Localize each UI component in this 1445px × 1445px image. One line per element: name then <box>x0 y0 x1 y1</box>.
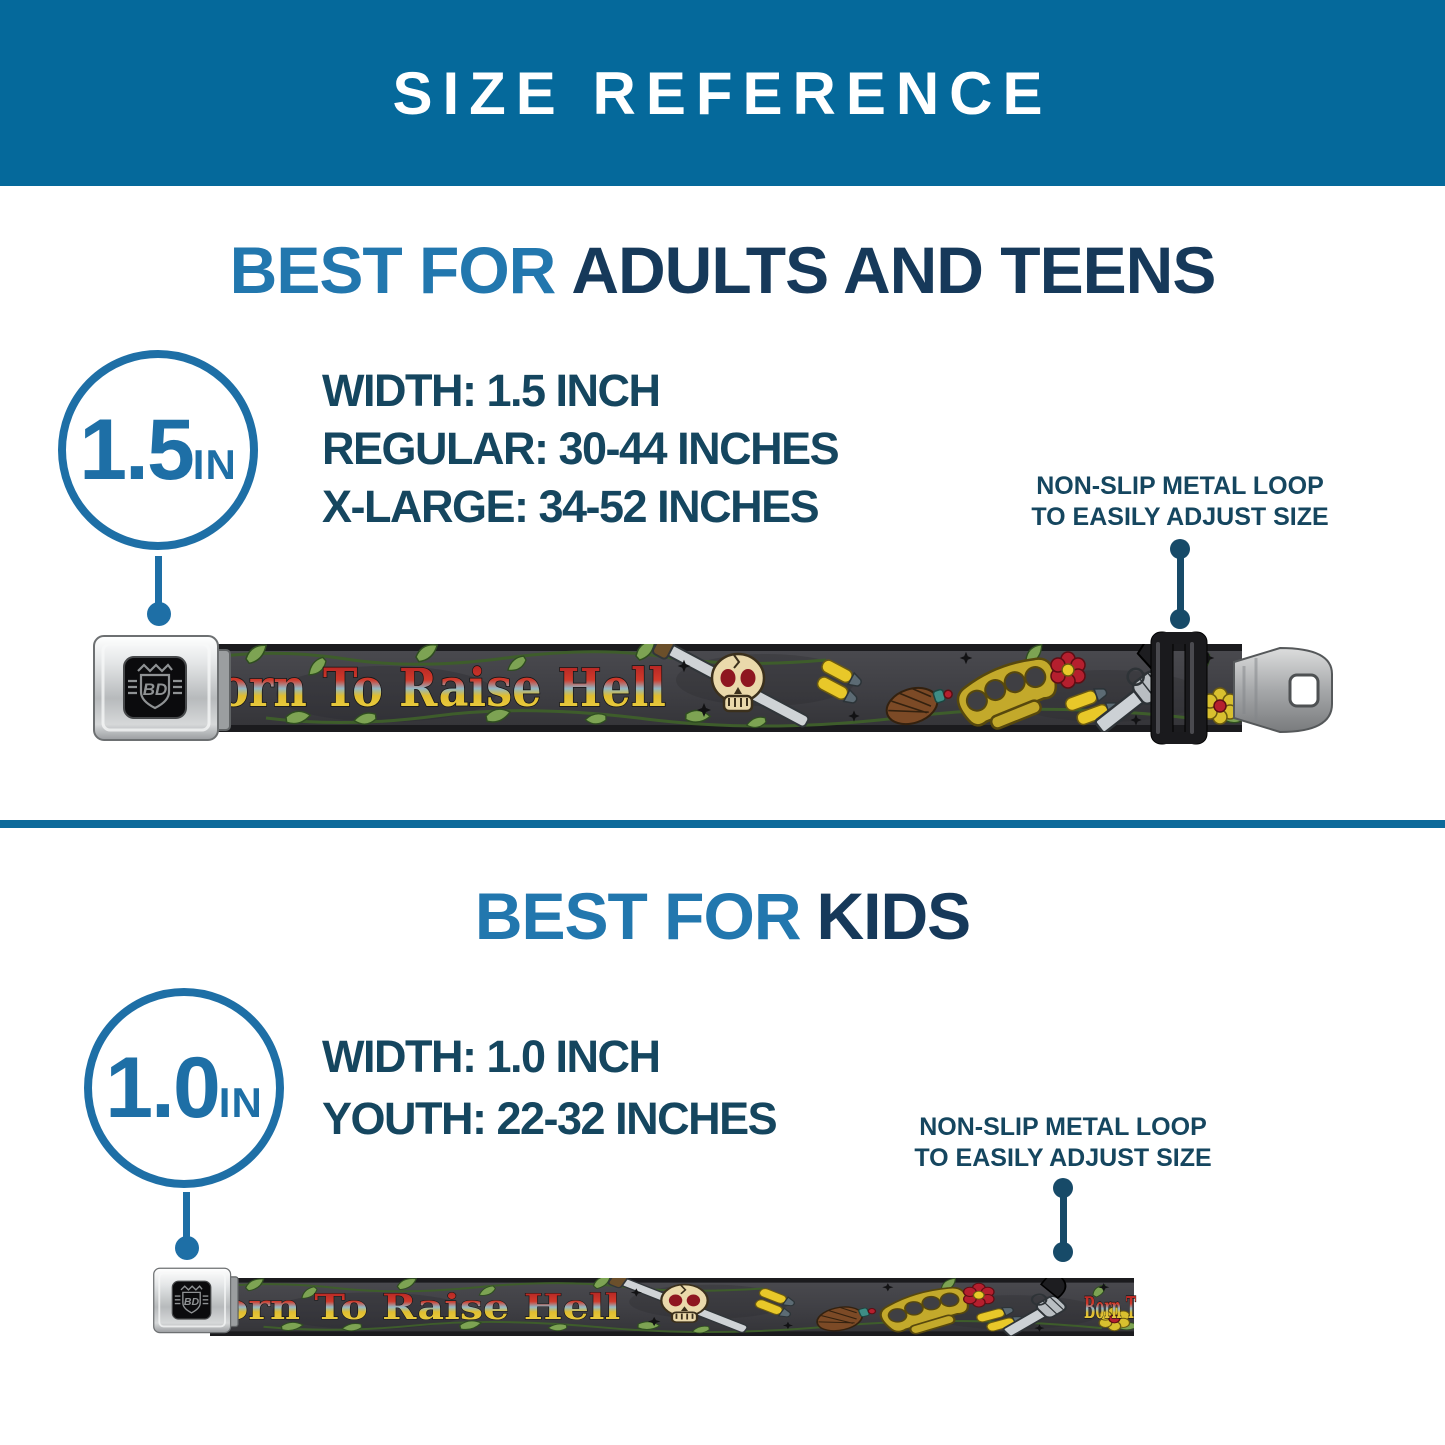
badge-leader-line <box>183 1192 190 1240</box>
adults-belt-image: orn To Raise Hell <box>93 631 1333 745</box>
brass-knuckles-icon <box>956 657 1058 730</box>
strap-design-text: orn To Raise Hell <box>218 658 666 719</box>
badge-value: 1.0 <box>105 1040 221 1136</box>
callout-line: TO EASILY ADJUST SIZE <box>914 1144 1212 1172</box>
callout-leader-dot <box>1053 1242 1073 1262</box>
callout-leader-line <box>1060 1188 1067 1252</box>
width-badge-text: 1.5 IN <box>79 407 237 493</box>
badge-unit: IN <box>192 441 237 488</box>
width-badge-1-5in: 1.5 IN <box>58 350 258 550</box>
callout-line: NON-SLIP METAL LOOP <box>1036 472 1324 500</box>
belt-tongue-plate <box>1233 646 1333 734</box>
heading-emphasis: ADULTS AND TEENS <box>571 233 1216 307</box>
heading-emphasis: KIDS <box>816 879 972 953</box>
callout-line: TO EASILY ADJUST SIZE <box>1031 503 1329 531</box>
badge-leader-dot <box>175 1236 199 1260</box>
spec-line: WIDTH: 1.0 INCH <box>322 1031 661 1082</box>
badge-unit: IN <box>218 1079 263 1126</box>
skull-icon <box>710 652 766 713</box>
svg-text:BD: BD <box>143 680 168 699</box>
spec-line: REGULAR: 30-44 INCHES <box>322 423 840 474</box>
callout-leader-line <box>1177 549 1184 619</box>
width-badge-1-0in: 1.0 IN <box>84 988 284 1188</box>
spec-line: YOUTH: 22-32 INCHES <box>322 1093 778 1144</box>
metal-adjust-loop <box>1150 631 1208 745</box>
belt-strap-art: orn To Raise Hell <box>206 644 1242 732</box>
seatbelt-buckle: BD <box>93 635 231 741</box>
belt-strap <box>210 1271 1140 1341</box>
badge-leader-line <box>155 556 162 606</box>
page-title: SIZE REFERENCE <box>392 59 1053 127</box>
section-adults-heading: BEST FOR ADULTS AND TEENS <box>0 232 1445 308</box>
adults-specs: WIDTH: 1.5 INCH REGULAR: 30-44 INCHES X-… <box>322 362 840 536</box>
belt-strap: orn To Raise Hell <box>206 644 1242 732</box>
badge-leader-dot <box>147 602 171 626</box>
width-badge-text: 1.0 IN <box>105 1045 263 1131</box>
kids-loop-callout: NON-SLIP METAL LOOP TO EASILY ADJUST SIZ… <box>863 1112 1263 1174</box>
spec-line: X-LARGE: 34-52 INCHES <box>322 481 820 532</box>
strap-design-text: Born T <box>1084 1291 1136 1326</box>
seatbelt-buckle <box>152 1267 239 1334</box>
callout-line: NON-SLIP METAL LOOP <box>919 1113 1207 1141</box>
badge-value: 1.5 <box>79 402 195 498</box>
heading-prefix: BEST FOR <box>474 879 802 953</box>
callout-leader-dot <box>1170 609 1190 629</box>
section-divider <box>0 820 1445 828</box>
spec-line: WIDTH: 1.5 INCH <box>322 365 661 416</box>
callout-leader-dot <box>1053 1178 1073 1198</box>
callout-leader-dot <box>1170 539 1190 559</box>
section-kids-heading: BEST FOR KIDS <box>0 878 1445 954</box>
header-band: SIZE REFERENCE <box>0 0 1445 186</box>
heading-prefix: BEST FOR <box>229 233 557 307</box>
kids-belt-image: Born T <box>152 1267 1140 1358</box>
adults-loop-callout: NON-SLIP METAL LOOP TO EASILY ADJUST SIZ… <box>980 471 1380 533</box>
kids-specs: WIDTH: 1.0 INCH YOUTH: 22-32 INCHES <box>322 1026 778 1150</box>
bd-buckle-logo: BD <box>128 663 182 710</box>
grenade-icon <box>885 686 953 726</box>
